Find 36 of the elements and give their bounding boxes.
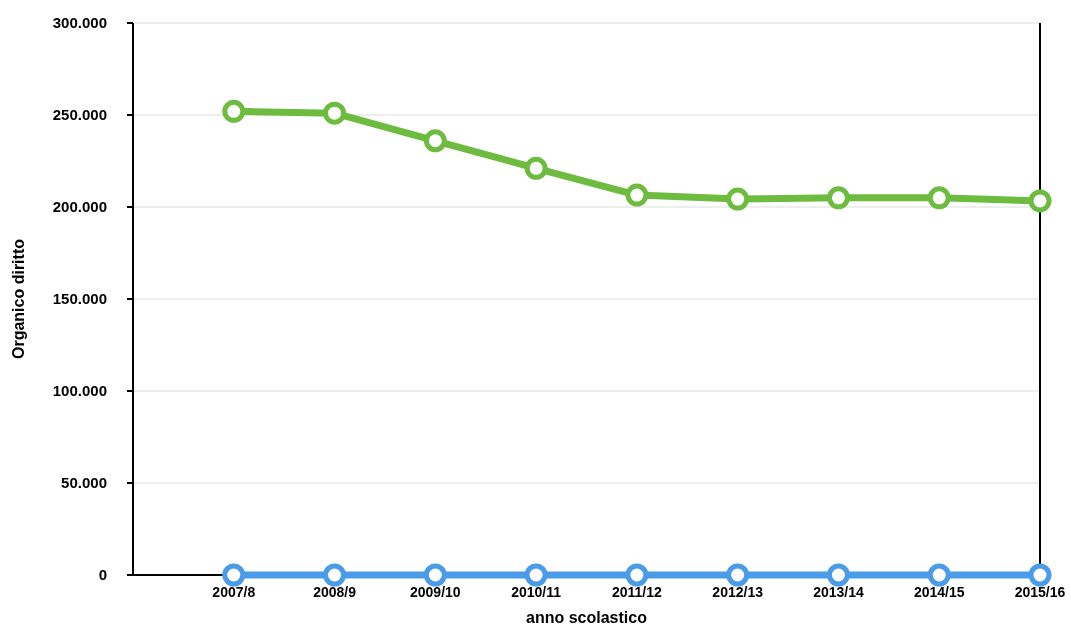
point — [826, 563, 850, 587]
point — [625, 563, 649, 587]
point — [222, 563, 246, 587]
point — [826, 186, 850, 210]
point — [927, 186, 951, 210]
point — [524, 156, 548, 180]
point — [222, 99, 246, 123]
point — [726, 563, 750, 587]
x-tick-label: 2015/16 — [1014, 584, 1066, 600]
y-tick-label: 150.000 — [52, 290, 107, 308]
y-tick-label: 50.000 — [61, 474, 107, 492]
y-axis-title: Organico diritto — [10, 238, 27, 359]
x-tick-label: 2013/14 — [813, 584, 864, 600]
point — [1028, 189, 1052, 213]
y-tick-label: 0 — [98, 566, 107, 584]
x-tick-label: 2007/8 — [212, 584, 256, 600]
point — [625, 183, 649, 207]
point — [524, 563, 548, 587]
point — [423, 129, 447, 153]
x-tick-label: 2012/13 — [712, 584, 764, 600]
point — [423, 563, 447, 587]
x-tick-label: 2008/9 — [313, 584, 357, 600]
point — [927, 563, 951, 587]
point — [323, 563, 347, 587]
point — [726, 187, 750, 211]
x-tick-label: 2014/15 — [913, 584, 965, 600]
x-tick-label: 2009/10 — [410, 584, 461, 600]
y-tick-label: 100.000 — [52, 382, 107, 400]
x-tick-label: 2010/11 — [511, 584, 562, 600]
point — [323, 101, 347, 125]
x-axis-title: anno scolastico — [526, 609, 648, 626]
point — [1028, 563, 1052, 587]
y-tick-label: 300.000 — [52, 14, 107, 32]
x-tick-label: 2011/12 — [611, 584, 663, 600]
y-tick-label: 200.000 — [52, 198, 107, 216]
y-tick-label: 250.000 — [52, 106, 107, 124]
